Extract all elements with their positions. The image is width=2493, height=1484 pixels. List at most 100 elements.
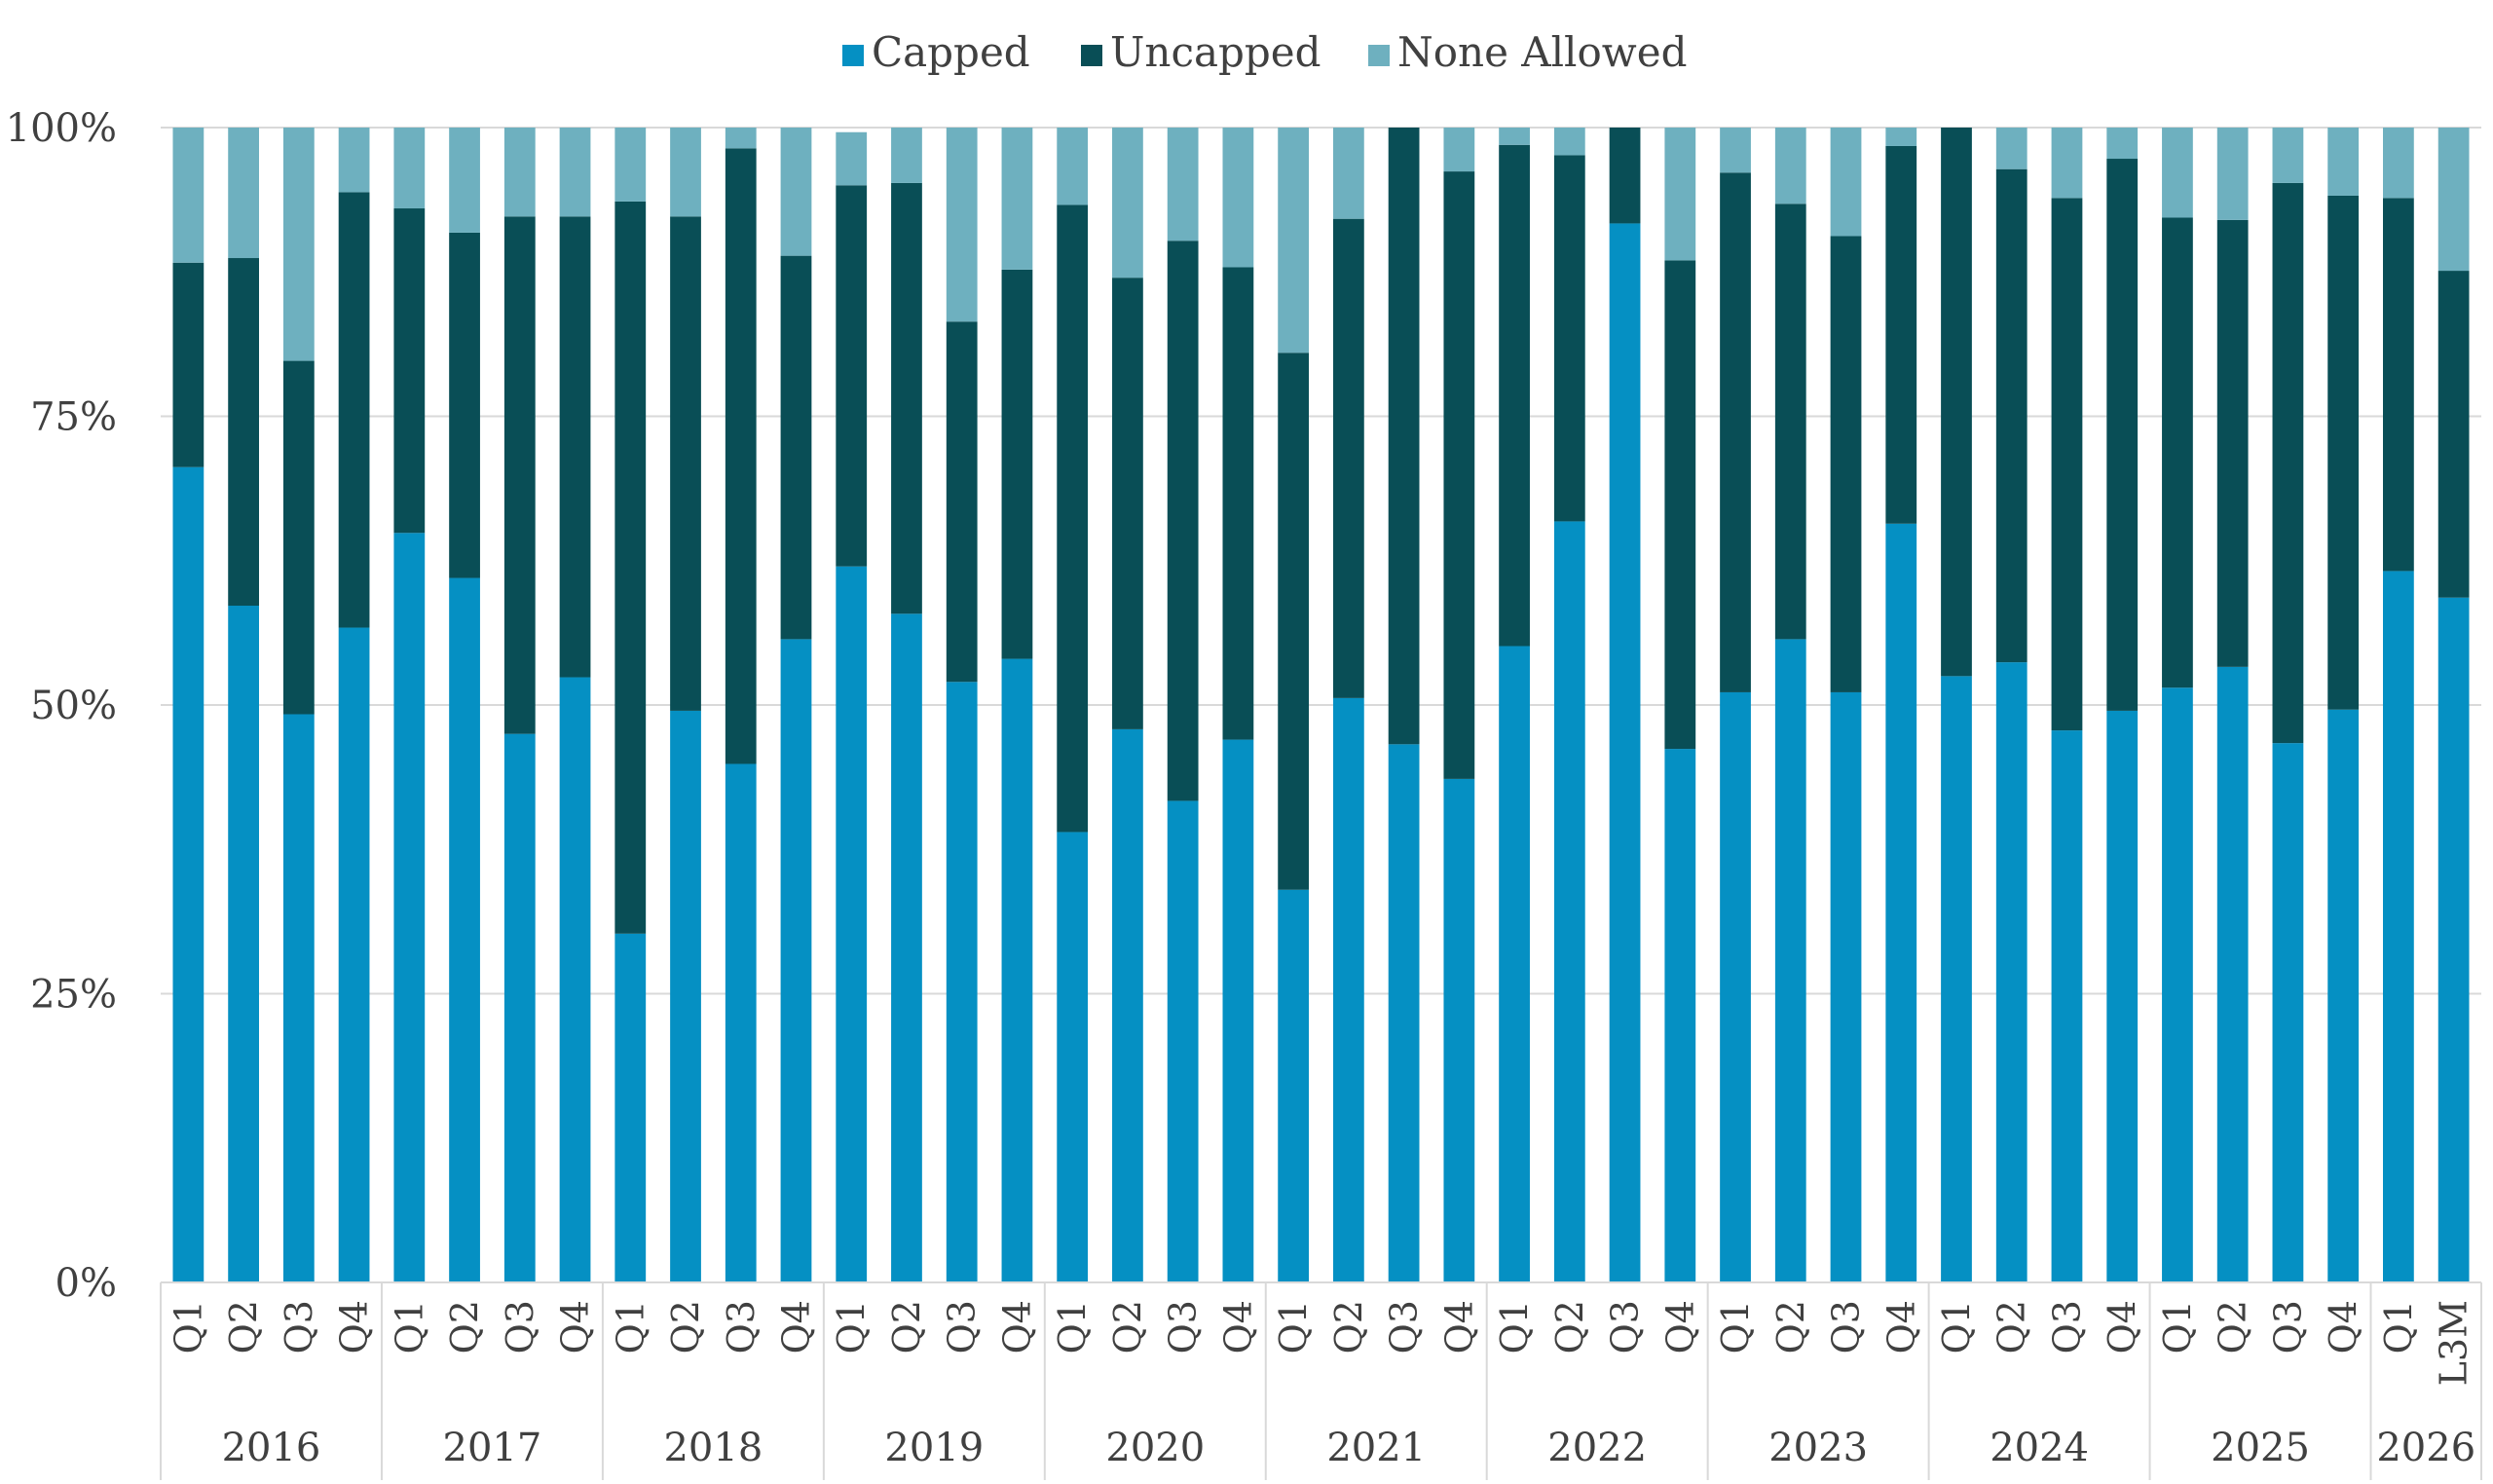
bar-segment-capped — [1443, 778, 1475, 1282]
x-group-label: 2019 — [884, 1426, 984, 1470]
bar-segment-capped — [1332, 697, 1364, 1282]
bar-segment-uncapped — [1222, 267, 1254, 740]
x-group-label: 2025 — [2211, 1426, 2310, 1470]
bar-segment-capped — [1941, 676, 1972, 1282]
bar-segment-uncapped — [946, 321, 978, 683]
bar-segment-uncapped — [503, 216, 536, 734]
x-tick-label: Q1 — [1272, 1300, 1315, 1354]
x-tick-label: Q2 — [664, 1300, 707, 1354]
x-tick-label: Q3 — [1383, 1300, 1426, 1354]
y-tick-label: 50% — [30, 684, 117, 728]
bar-segment-none-allowed — [2162, 128, 2193, 218]
bar-segment-none-allowed — [1885, 128, 1917, 146]
x-tick-label: Q2 — [1548, 1300, 1591, 1354]
bar-segment-uncapped — [2051, 198, 2083, 731]
x-tick-label: Q1 — [1714, 1300, 1757, 1354]
x-tick-label: Q1 — [167, 1300, 209, 1354]
bar-segment-uncapped — [1720, 172, 1751, 692]
bar-segment-uncapped — [2216, 219, 2249, 667]
bar-segment-uncapped — [1278, 352, 1310, 890]
x-tick-label: Q2 — [1991, 1300, 2033, 1354]
bar-segment-capped — [780, 639, 812, 1282]
bar-segment-capped — [1720, 691, 1751, 1282]
bar-segment-capped — [2216, 666, 2249, 1282]
bar-segment-none-allowed — [614, 128, 647, 202]
bars — [172, 128, 2470, 1283]
bar-segment-capped — [2437, 597, 2470, 1282]
x-tick-label: Q3 — [941, 1300, 984, 1354]
bar-segment-uncapped — [836, 185, 868, 567]
bar-segment-capped — [891, 613, 922, 1282]
x-group-label: 2023 — [1768, 1426, 1868, 1470]
bar-segment-none-allowed — [559, 128, 591, 217]
x-group-label: 2020 — [1105, 1426, 1205, 1470]
bar-segment-capped — [2051, 730, 2083, 1282]
x-tick-label: Q3 — [2045, 1300, 2088, 1354]
x-tick-label: Q1 — [388, 1300, 430, 1354]
x-group-label: 2026 — [2376, 1426, 2475, 1470]
bar-segment-uncapped — [670, 216, 701, 711]
bar-segment-uncapped — [393, 208, 426, 534]
x-tick-label: L3M — [2433, 1300, 2475, 1386]
y-tick-label: 25% — [30, 973, 117, 1018]
bar-segment-none-allowed — [1001, 128, 1033, 270]
x-tick-label: Q2 — [443, 1300, 486, 1354]
legend-swatch — [1081, 45, 1102, 66]
x-tick-label: Q3 — [2266, 1300, 2309, 1354]
y-tick-label: 75% — [30, 395, 117, 440]
bar-segment-none-allowed — [1278, 128, 1310, 353]
bar-segment-capped — [946, 682, 978, 1282]
bar-segment-uncapped — [2272, 182, 2304, 744]
bar-segment-none-allowed — [891, 128, 922, 183]
bar-segment-none-allowed — [282, 128, 315, 361]
bar-segment-none-allowed — [1553, 128, 1585, 156]
bar-segment-none-allowed — [1664, 128, 1696, 261]
bar-segment-uncapped — [1057, 204, 1089, 833]
bar-segment-uncapped — [1830, 236, 1862, 692]
bar-segment-capped — [1609, 223, 1641, 1283]
bar-segment-none-allowed — [1112, 128, 1143, 278]
bar-segment-uncapped — [449, 232, 480, 578]
bar-segment-capped — [282, 714, 315, 1282]
bar-segment-none-allowed — [2216, 128, 2249, 220]
bar-segment-capped — [614, 933, 647, 1282]
bar-segment-capped — [2327, 709, 2360, 1282]
y-tick-label: 0% — [56, 1261, 117, 1306]
bar-segment-uncapped — [2162, 217, 2193, 688]
bar-segment-capped — [1553, 521, 1585, 1282]
bar-segment-uncapped — [172, 262, 205, 467]
x-tick-label: Q1 — [609, 1300, 651, 1354]
bar-segment-none-allowed — [725, 128, 757, 149]
bar-segment-none-allowed — [1995, 128, 2028, 169]
x-tick-label: Q1 — [2156, 1300, 2199, 1354]
bar-segment-capped — [172, 466, 205, 1283]
bar-segment-uncapped — [1609, 128, 1641, 224]
bar-segment-none-allowed — [2327, 128, 2360, 196]
x-group-label: 2018 — [663, 1426, 763, 1470]
x-tick-label: Q1 — [1935, 1300, 1978, 1354]
bar-segment-capped — [2272, 743, 2304, 1282]
bar-segment-capped — [1167, 800, 1199, 1282]
legend-item-capped: Capped — [842, 28, 1030, 76]
bar-segment-uncapped — [282, 360, 315, 715]
bar-segment-none-allowed — [1774, 128, 1806, 204]
bar-segment-uncapped — [1664, 260, 1696, 750]
bar-segment-none-allowed — [1057, 128, 1089, 205]
bar-segment-none-allowed — [2051, 128, 2083, 199]
x-tick-label: Q2 — [2212, 1300, 2254, 1354]
bar-segment-uncapped — [780, 255, 812, 640]
bar-segment-none-allowed — [946, 128, 978, 322]
bar-segment-none-allowed — [670, 128, 701, 217]
legend-label: Capped — [872, 28, 1030, 76]
x-tick-label: Q4 — [2322, 1300, 2364, 1354]
bar-segment-capped — [1995, 662, 2028, 1282]
x-tick-label: Q4 — [1437, 1300, 1480, 1354]
bar-segment-uncapped — [1167, 241, 1199, 801]
bar-segment-none-allowed — [836, 131, 868, 186]
bar-segment-none-allowed — [1167, 128, 1199, 241]
x-tick-label: Q2 — [1769, 1300, 1812, 1354]
bar-segment-capped — [1222, 739, 1254, 1282]
x-tick-label: Q4 — [1658, 1300, 1701, 1354]
bar-segment-capped — [338, 627, 370, 1282]
bar-segment-capped — [2106, 710, 2139, 1282]
